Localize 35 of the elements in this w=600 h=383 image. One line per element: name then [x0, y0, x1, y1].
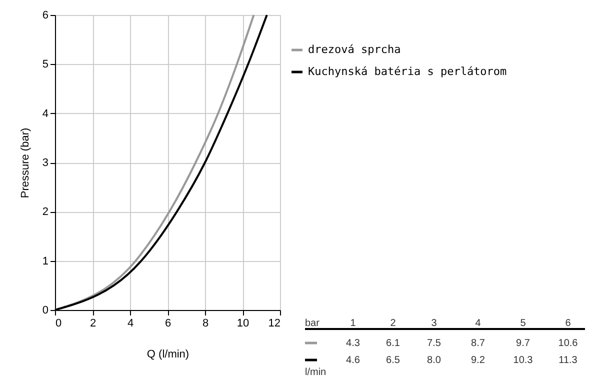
- legend-label: Kuchynská batéria s perlátorom: [308, 65, 508, 78]
- text: 3: [431, 318, 438, 329]
- text: 10.3: [513, 355, 534, 366]
- y-tick-label: 1: [42, 255, 48, 268]
- text: 4.6: [346, 355, 360, 366]
- x-tick-label: 2: [90, 318, 96, 330]
- x-tick-label: 12: [268, 318, 280, 330]
- text: 7.5: [427, 338, 442, 349]
- text: bar: [305, 318, 320, 329]
- text: 10.6: [558, 338, 578, 349]
- y-axis-title: Pressure (bar): [19, 128, 32, 198]
- y-tick-label: 5: [42, 58, 48, 71]
- x-tick-label: 0: [56, 318, 62, 330]
- x-tick-label: 10: [236, 318, 250, 330]
- x-tick-label: 6: [164, 318, 172, 330]
- y-tick-label: 0: [42, 304, 48, 316]
- text: 9.7: [516, 338, 530, 349]
- text: l/min: [305, 367, 326, 378]
- x-tick-label: 8: [202, 318, 209, 330]
- y-tick-label: 6: [42, 10, 48, 22]
- text: 9.2: [471, 355, 486, 366]
- x-axis-title: Q (l/min): [146, 348, 190, 360]
- text: 5: [520, 318, 526, 329]
- text: 6.5: [386, 355, 400, 366]
- text: 8.0: [427, 355, 442, 366]
- y-tick-label: 4: [42, 108, 48, 120]
- text: 11.3: [558, 355, 578, 366]
- x-tick-label: 4: [127, 318, 134, 330]
- text: 6.1: [386, 338, 400, 349]
- y-tick-label: 3: [42, 157, 48, 169]
- text: 4.3: [346, 338, 360, 349]
- text: 8.7: [471, 338, 486, 349]
- y-tick-label: 2: [42, 206, 48, 218]
- text: 1: [350, 318, 356, 329]
- legend-label: drezová sprcha: [308, 43, 401, 56]
